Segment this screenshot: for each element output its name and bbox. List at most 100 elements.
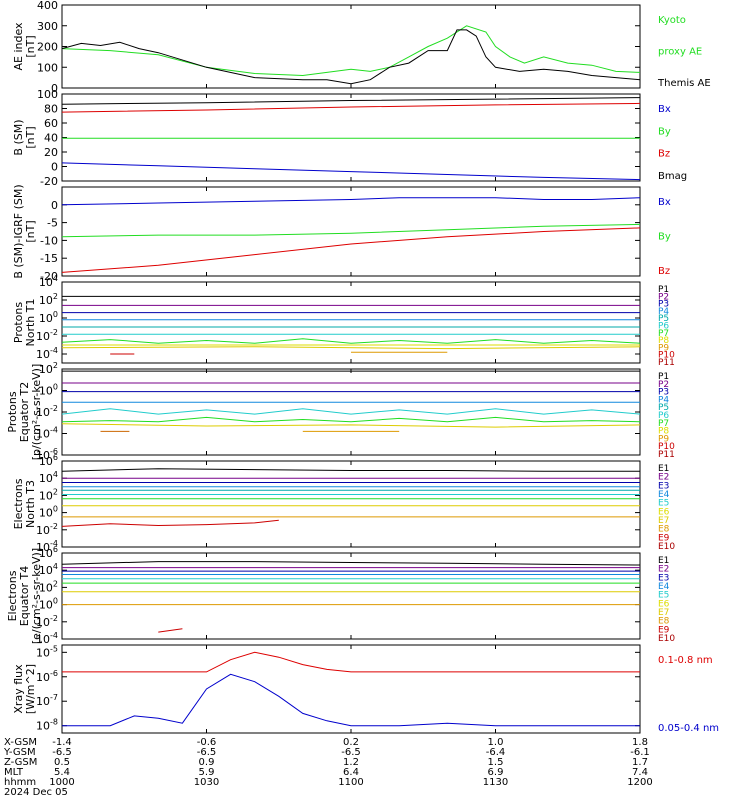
legend-item: Bx xyxy=(658,197,671,208)
legend-item: E10 xyxy=(658,634,675,644)
legend-item: E9 xyxy=(658,625,670,635)
ylabel-line: Protons xyxy=(12,302,25,343)
legend-item: E9 xyxy=(658,533,670,543)
legend-item: P5 xyxy=(658,314,669,324)
legend-item: P5 xyxy=(658,403,669,413)
x-tick-value: -6.1 xyxy=(630,747,650,758)
ylabel-line: North T3 xyxy=(24,480,37,528)
ytick-label: 10-5 xyxy=(36,644,58,659)
x-tick-value: 1.8 xyxy=(632,737,648,748)
ytick-label: -10 xyxy=(40,234,58,247)
x-tick-value: -6.5 xyxy=(341,747,361,758)
legend-item: P2 xyxy=(658,292,669,302)
ytick-label: 0 xyxy=(51,199,58,212)
ytick-label: 100 xyxy=(39,505,58,520)
legend-item: Themis AE xyxy=(657,78,711,89)
legend-item: P8 xyxy=(658,427,669,437)
legend-item: E2 xyxy=(658,565,669,575)
x-tick-value: 1.0 xyxy=(488,737,504,748)
x-tick-value: 1.5 xyxy=(488,757,504,768)
legend-item: P9 xyxy=(658,343,669,353)
ytick-label: 40 xyxy=(44,132,58,145)
legend-item: E8 xyxy=(658,617,670,627)
legend-item: P11 xyxy=(658,450,675,460)
ylabel-line: [nT] xyxy=(24,35,37,57)
ylabel-line: [nT] xyxy=(24,126,37,148)
legend-item: E1 xyxy=(658,556,669,566)
ytick-label: 10-2 xyxy=(36,328,58,343)
ytick-label: 10-2 xyxy=(36,522,58,537)
legend-item: E4 xyxy=(658,582,670,592)
legend-item: Bx xyxy=(658,104,671,115)
x-tick-value: -6.4 xyxy=(486,747,506,758)
ytick-label: 100 xyxy=(39,310,58,325)
x-tick-value: 1200 xyxy=(627,777,652,788)
legend-item: By xyxy=(658,126,671,137)
x-tick-value: -6.5 xyxy=(52,747,72,758)
series-e9 xyxy=(158,628,183,633)
legend-item: E2 xyxy=(658,473,669,483)
ytick-label: -20 xyxy=(40,270,58,283)
x-row-label: MLT xyxy=(4,767,24,778)
ytick-label: 10-8 xyxy=(36,718,58,733)
ylabel-line: AE index xyxy=(12,22,25,71)
ylabel-line: B (SM) xyxy=(12,119,25,155)
legend-item: E7 xyxy=(658,608,669,618)
ytick-label: -5 xyxy=(47,217,58,230)
legend-item: P4 xyxy=(658,307,669,317)
legend-item: P3 xyxy=(658,388,669,398)
x-tick-value: 1030 xyxy=(194,777,219,788)
legend-item: E8 xyxy=(658,525,670,535)
legend-item: P4 xyxy=(658,395,669,405)
ylabel-line: Electrons xyxy=(12,478,25,529)
legend-item: Kyoto xyxy=(658,15,686,26)
ytick-label: 106 xyxy=(39,545,58,560)
legend-item: Bmag xyxy=(658,171,687,182)
series-bmag xyxy=(61,97,641,105)
x-tick-value: 5.4 xyxy=(54,767,70,778)
x-row-label: Y-GSM xyxy=(3,747,36,758)
ytick-label: 10-7 xyxy=(36,693,58,708)
x-row-label: Z-GSM xyxy=(4,757,37,768)
ylabel-line: Protons xyxy=(6,391,19,432)
legend-item: P11 xyxy=(658,358,675,368)
x-tick-value: 1.7 xyxy=(632,757,648,768)
x-tick-value: 1130 xyxy=(483,777,508,788)
x-tick-value: 6.4 xyxy=(343,767,359,778)
legend-item: P3 xyxy=(658,300,669,310)
series-0-05-0-4-nm xyxy=(62,673,640,727)
x-tick-value: 1.2 xyxy=(343,757,359,768)
ytick-label: 100 xyxy=(37,88,58,101)
ytick-label: 100 xyxy=(39,383,58,398)
ytick-label: 200 xyxy=(37,41,58,54)
series-bx xyxy=(61,162,641,181)
legend-item: 0.05-0.4 nm xyxy=(658,723,719,734)
series-0-1-0-8-nm xyxy=(62,651,640,673)
legend-item: E6 xyxy=(658,507,670,517)
legend-item: P7 xyxy=(658,419,669,429)
ytick-label: 400 xyxy=(37,0,58,12)
series-bz xyxy=(61,102,641,113)
series-by xyxy=(61,223,641,238)
ytick-label: 104 xyxy=(39,274,58,289)
x-tick-value: 7.4 xyxy=(632,767,648,778)
panel-frame-6 xyxy=(61,460,641,548)
ytick-label: 10-2 xyxy=(36,614,58,629)
series-bz xyxy=(61,227,641,273)
legend-item: P1 xyxy=(658,372,669,382)
series-p9 xyxy=(61,346,641,350)
ylabel-line: Xray flux xyxy=(12,664,25,714)
ylabel-line: Equator T4 xyxy=(18,566,31,626)
ytick-label: 0 xyxy=(51,82,58,95)
panel-frame-7 xyxy=(61,552,641,640)
ytick-label: 10-4 xyxy=(36,346,58,361)
legend-item: P6 xyxy=(658,411,669,421)
date-label: 2024 Dec 05 xyxy=(4,787,68,798)
panel-frame-8 xyxy=(61,644,641,734)
ylabel-line: [W/m^2] xyxy=(24,664,37,714)
x-tick-value: -6.5 xyxy=(197,747,217,758)
ytick-label: 100 xyxy=(39,597,58,612)
legend-item: E4 xyxy=(658,490,670,500)
x-row-label: X-GSM xyxy=(4,737,37,748)
